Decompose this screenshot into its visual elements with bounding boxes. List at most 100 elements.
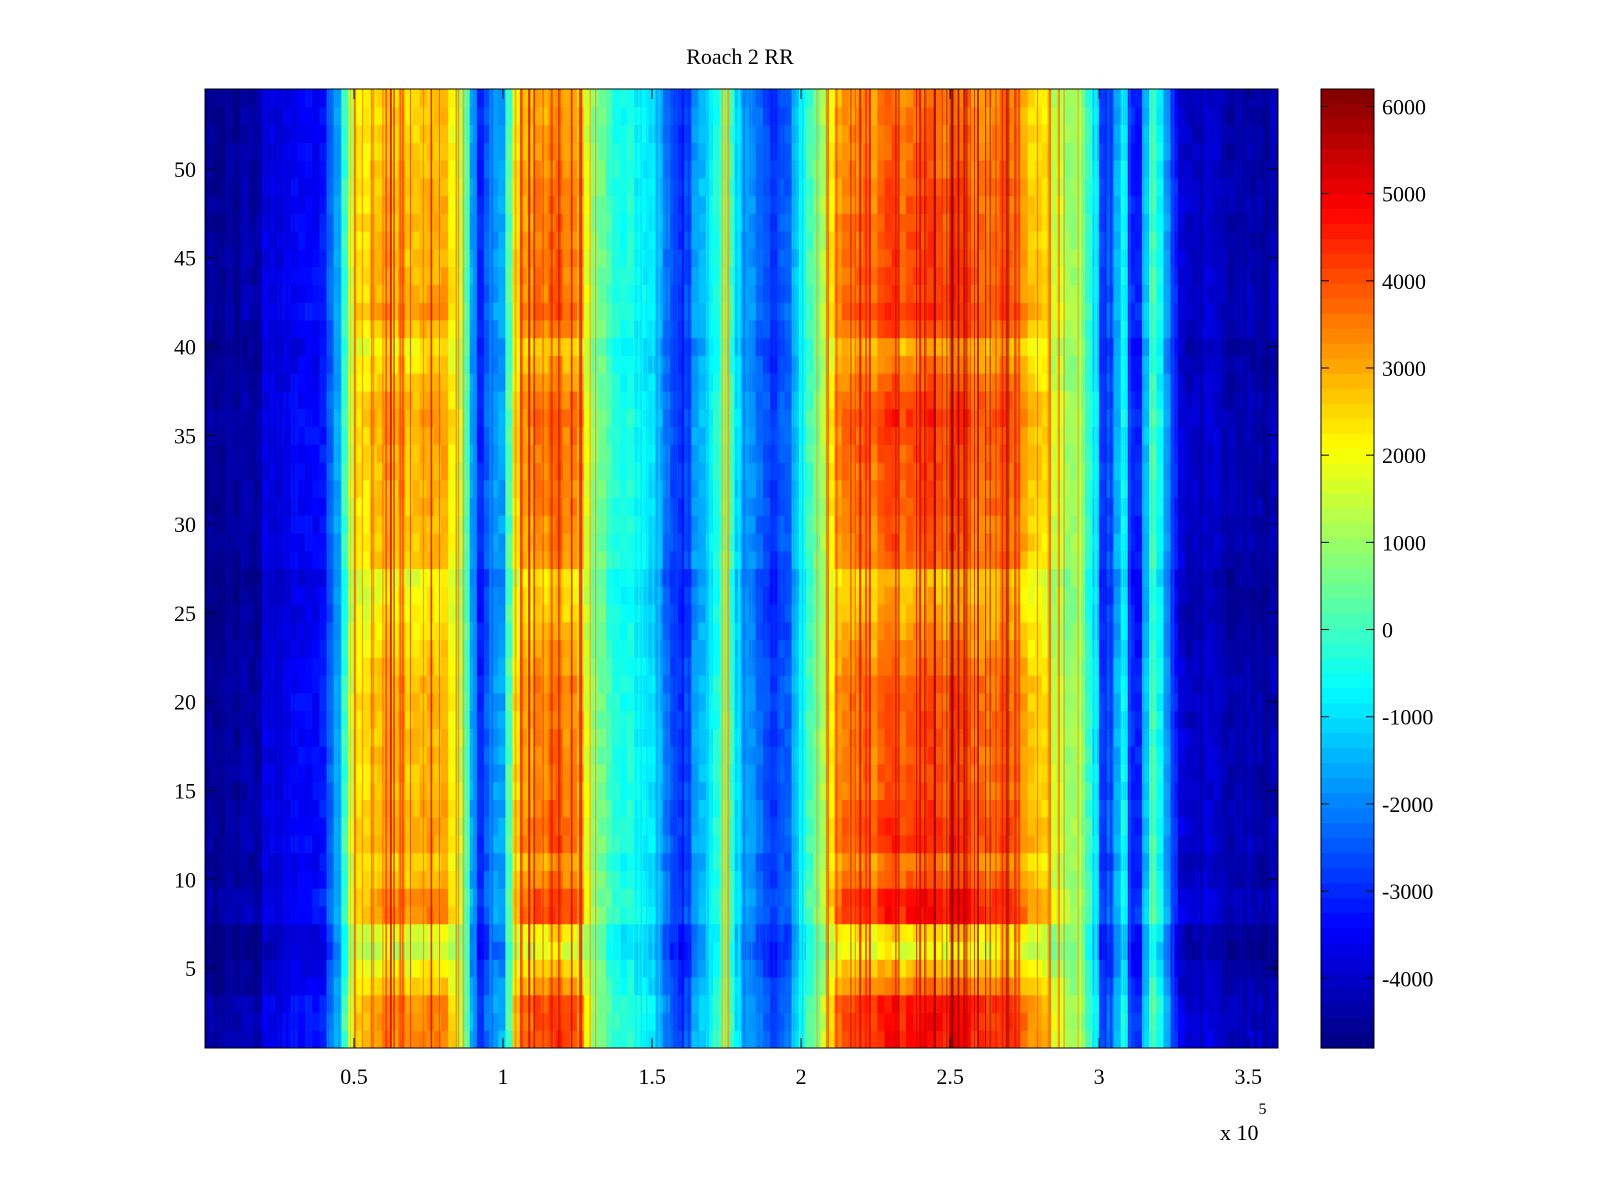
heatmap-cell	[562, 142, 571, 161]
heatmap-cell	[483, 248, 492, 268]
heatmap-cell	[326, 142, 335, 161]
heatmap-cell	[784, 213, 793, 232]
heatmap-cell	[677, 621, 685, 641]
heatmap-cell	[441, 852, 449, 872]
heatmap-cell	[455, 568, 464, 587]
heatmap-cell	[448, 319, 456, 339]
heatmap-cell	[677, 160, 685, 179]
heatmap-cell	[455, 532, 464, 552]
heatmap-cell	[619, 728, 628, 747]
heatmap-cell	[848, 532, 857, 552]
heatmap-cell	[240, 692, 249, 712]
heatmap-cell	[727, 781, 735, 800]
heatmap-cell	[720, 852, 728, 872]
heatmap-cell	[612, 710, 621, 729]
heatmap-cell	[805, 355, 814, 374]
heatmap-cell	[863, 1012, 871, 1031]
heatmap-cell	[784, 870, 793, 889]
heatmap-cell	[648, 888, 657, 907]
heatmap-cell	[519, 959, 528, 978]
heatmap-cell	[541, 266, 549, 285]
heatmap-cell	[355, 124, 363, 143]
heatmap-cell	[348, 1030, 356, 1048]
heatmap-cell	[419, 781, 428, 800]
heatmap-cell	[491, 799, 499, 818]
heatmap-cell	[526, 763, 535, 783]
heatmap-cell	[555, 1030, 564, 1048]
heatmap-cell	[619, 284, 628, 303]
heatmap-cell	[598, 106, 607, 126]
heatmap-cell	[240, 248, 249, 268]
heatmap-cell	[562, 106, 571, 126]
heatmap-cell	[419, 604, 428, 623]
heatmap-cell	[820, 1030, 828, 1048]
heatmap-cell	[598, 959, 607, 978]
heatmap-cell	[627, 532, 635, 552]
heatmap-cell	[555, 550, 564, 570]
heatmap-cell	[305, 160, 313, 179]
heatmap-cell	[240, 550, 249, 570]
heatmap-cell	[548, 834, 557, 854]
heatmap-cell	[340, 550, 349, 570]
heatmap-cell	[476, 213, 485, 232]
heatmap-cell	[476, 657, 485, 676]
heatmap-cell	[762, 532, 771, 552]
heatmap-cell	[762, 834, 771, 854]
heatmap-cell	[648, 142, 657, 161]
heatmap-cell	[813, 213, 821, 232]
heatmap-cell	[512, 284, 521, 303]
heatmap-cell	[247, 426, 256, 445]
heatmap-cell	[863, 639, 871, 658]
heatmap-cell	[777, 923, 786, 943]
heatmap-cell	[627, 959, 635, 978]
heatmap-cell	[297, 550, 306, 570]
heatmap-cell	[762, 994, 771, 1014]
heatmap-cell	[555, 799, 564, 818]
heatmap-cell	[262, 976, 270, 996]
heatmap-cell	[863, 746, 871, 765]
heatmap-cell	[619, 905, 628, 925]
heatmap-cell	[784, 888, 793, 907]
heatmap-cell	[562, 89, 571, 108]
heatmap-cell	[483, 426, 492, 445]
heatmap-cell	[505, 550, 514, 570]
heatmap-cell	[784, 106, 793, 126]
heatmap-cell	[233, 923, 242, 943]
heatmap-cell	[762, 550, 771, 570]
heatmap-cell	[448, 550, 456, 570]
heatmap-cell	[433, 337, 442, 356]
heatmap-cell	[398, 177, 406, 197]
heatmap-cell	[555, 461, 564, 481]
heatmap-cell	[455, 959, 464, 978]
heatmap-cell	[319, 89, 328, 108]
heatmap-cell	[627, 941, 635, 960]
heatmap-cell	[441, 746, 449, 765]
heatmap-cell	[662, 994, 671, 1014]
heatmap-cell	[376, 89, 385, 108]
heatmap-cell	[641, 89, 650, 108]
heatmap-cell	[405, 657, 414, 676]
heatmap-cell	[455, 604, 464, 623]
heatmap-cell	[784, 728, 793, 747]
heatmap-cell	[376, 390, 385, 410]
heatmap-cell	[848, 781, 857, 800]
heatmap-cell	[569, 337, 578, 356]
heatmap-cell	[605, 852, 614, 872]
heatmap-cell	[677, 994, 685, 1014]
heatmap-cell	[362, 160, 371, 179]
heatmap-cell	[433, 976, 442, 996]
heatmap-cell	[662, 834, 671, 854]
heatmap-cell	[698, 781, 707, 800]
heatmap-cell	[483, 106, 492, 126]
heatmap-cell	[505, 266, 514, 285]
heatmap-cell	[598, 568, 607, 587]
heatmap-cell	[562, 390, 571, 410]
heatmap-cell	[340, 337, 349, 356]
heatmap-cell	[398, 604, 406, 623]
heatmap-cell	[641, 728, 650, 747]
heatmap-cell	[691, 124, 700, 143]
heatmap-cell	[240, 675, 249, 694]
heatmap-cell	[562, 586, 571, 605]
heatmap-cell	[348, 923, 356, 943]
heatmap-cell	[383, 426, 392, 445]
